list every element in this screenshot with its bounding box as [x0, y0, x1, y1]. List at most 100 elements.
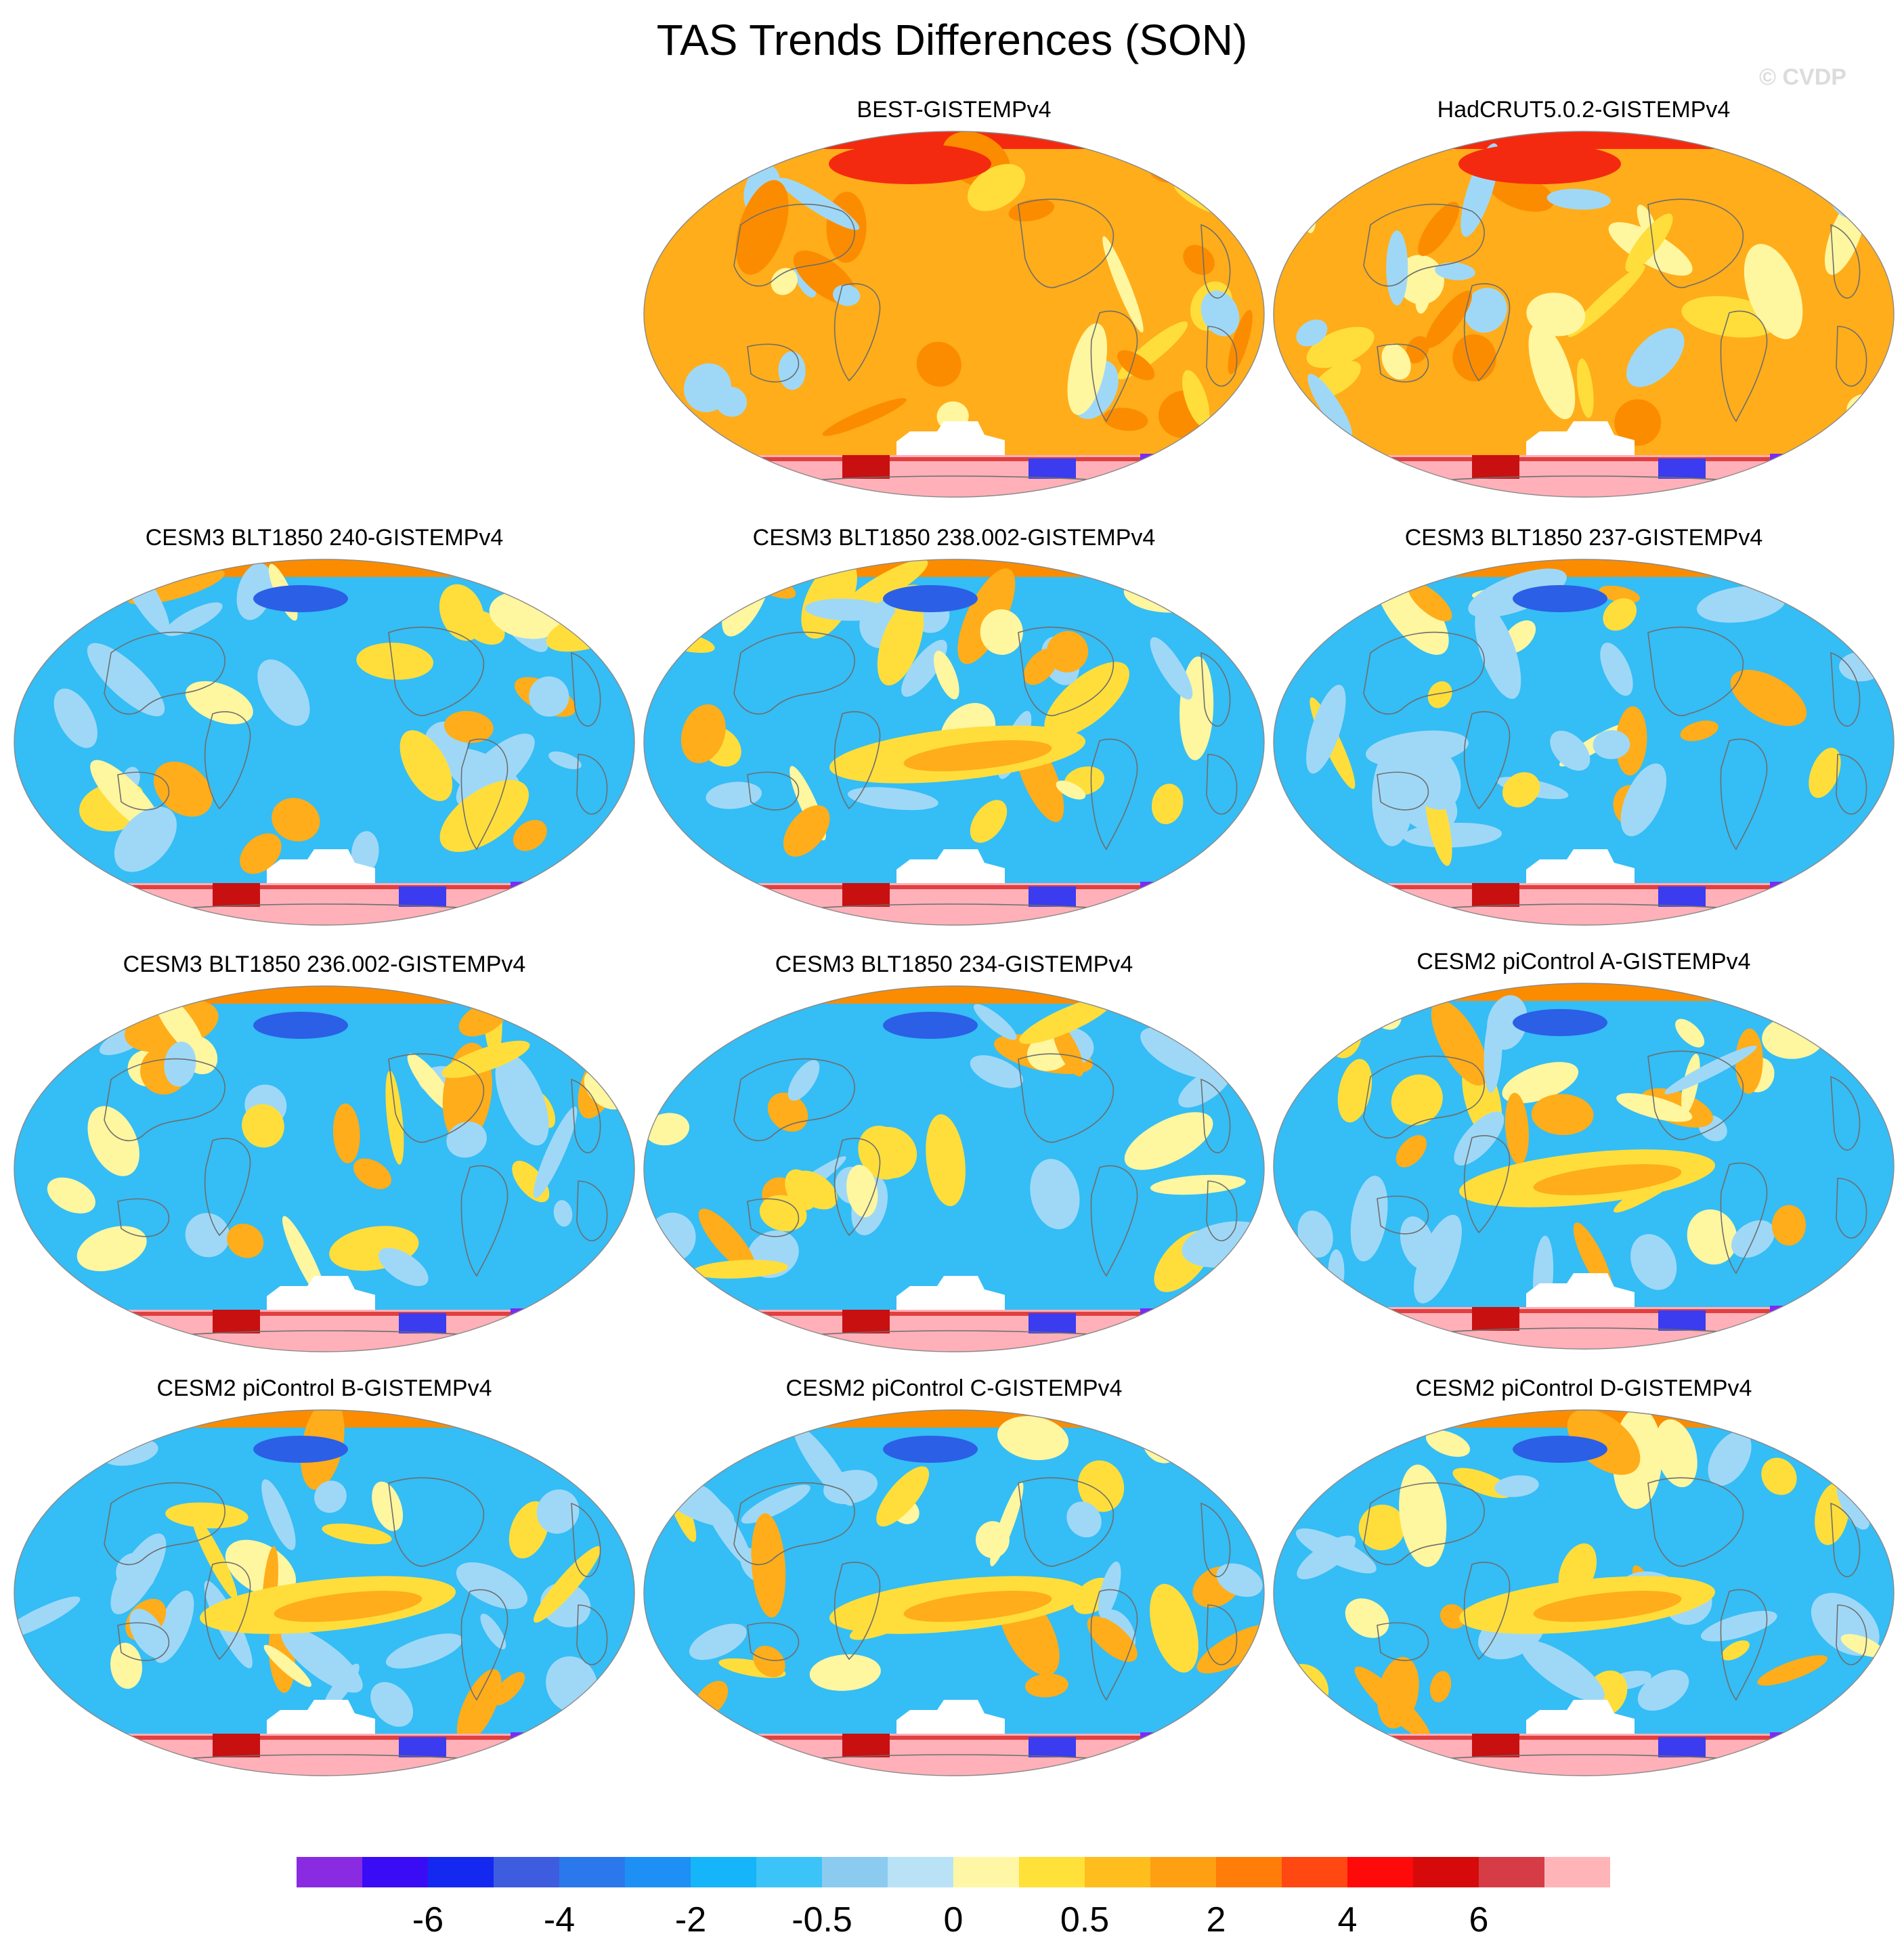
anomaly-patch [1700, 1610, 1777, 1642]
continent-outline [1363, 1482, 1485, 1566]
robinson-map [1273, 559, 1895, 926]
antarctic-warm-block [1472, 1307, 1519, 1331]
arctic-band [644, 1410, 1264, 1428]
anomaly-patch [1103, 408, 1148, 431]
antarctic-warm-block [842, 883, 890, 907]
continent-outline [576, 754, 608, 815]
anomaly-patch [1415, 282, 1431, 314]
map-panel: CESM2 piControl C-GISTEMPv4 [639, 1373, 1269, 1780]
anomaly-patch [1708, 1431, 1752, 1486]
map-panel: CESM3 BLT1850 237-GISTEMPv4 [1269, 523, 1899, 929]
anomaly-patch [1067, 323, 1108, 415]
antarctic-cold-block [1658, 1310, 1706, 1331]
continent-outline [571, 1502, 601, 1577]
anomaly-patch [1044, 662, 1129, 737]
anomaly-patch [663, 146, 705, 209]
continent-outline [204, 1138, 251, 1237]
panel-title: CESM2 piControl A-GISTEMPv4 [1416, 949, 1751, 975]
continent-outline [117, 1622, 170, 1661]
antarctic-cold-block [1029, 1313, 1076, 1333]
map-border [1273, 1409, 1895, 1776]
robinson-map [14, 985, 635, 1352]
colorbar-tick-label: -4 [544, 1900, 575, 1940]
anomaly-patch [1425, 291, 1473, 348]
anomaly-patch [1464, 288, 1507, 333]
continent-outline [204, 711, 251, 810]
anomaly-patch [495, 1052, 549, 1146]
panel-title: CESM3 BLT1850 237-GISTEMPv4 [1404, 525, 1763, 551]
antarctic-band [644, 1734, 1264, 1776]
anomaly-patch [1216, 1563, 1263, 1598]
continent-outline [834, 1562, 881, 1661]
antarctic-band [644, 1310, 1264, 1352]
continent-outline [747, 771, 800, 811]
missing-data-mask [1167, 442, 1264, 459]
anomaly-patch [1567, 265, 1645, 337]
enso-tongue-core [903, 1591, 1052, 1622]
anomaly-patch [443, 710, 494, 744]
anomaly-patch [751, 1513, 786, 1618]
colorbar-tick-label: -0.5 [792, 1900, 852, 1940]
continent-outline [1830, 1075, 1861, 1151]
antarctic-cold-block [1770, 1732, 1800, 1749]
anomaly-patch [1150, 1583, 1198, 1673]
arctic-band [14, 559, 634, 577]
arctic-cold-patch [1513, 1436, 1607, 1463]
anomaly-patch [263, 1644, 311, 1687]
continent-outline [117, 771, 170, 811]
colorbar-tick-label: 2 [1207, 1900, 1226, 1940]
anomaly-patch [1675, 1019, 1705, 1048]
anomaly-patch [1123, 570, 1217, 613]
continent-outline [1836, 754, 1867, 815]
anomaly-patch [1052, 1023, 1084, 1077]
continent-outline [460, 738, 509, 851]
continent-outline [1090, 310, 1138, 423]
coastlines [1363, 1050, 1867, 1275]
anomaly-patch [876, 1466, 930, 1526]
anomaly-patch [699, 1486, 752, 1567]
continent-outline [1363, 203, 1485, 287]
map-field [14, 559, 634, 925]
colorbar-tick-label: 6 [1469, 1900, 1489, 1940]
anomaly-patch [1102, 236, 1144, 333]
anomaly-patch [684, 363, 731, 412]
anomaly-patch [1440, 1604, 1466, 1629]
anomaly-patch [1354, 1666, 1431, 1740]
continent-outline [571, 651, 601, 727]
enso-tongue-core [274, 1591, 423, 1622]
anomaly-patch [706, 782, 762, 809]
continent-outline [1206, 754, 1238, 815]
missing-data-mask [896, 1276, 1005, 1310]
anomaly-patch [926, 1114, 966, 1207]
colorbar-tick-label: 0 [944, 1900, 964, 1940]
antarctic-band [1274, 1734, 1894, 1776]
antarctic-cold-block [511, 1308, 541, 1325]
panel-title: CESM3 BLT1850 236.002-GISTEMPv4 [123, 951, 526, 977]
anomaly-patch [1603, 598, 1637, 631]
missing-data-mask [1797, 442, 1894, 459]
panel-title: HadCRUT5.0.2-GISTEMPv4 [1437, 97, 1731, 123]
map-field [644, 1410, 1264, 1776]
arctic-warm-patch [1458, 144, 1621, 184]
anomaly-patch [1402, 822, 1502, 848]
anomaly-patch [1150, 637, 1193, 700]
panel-title: CESM2 piControl C-GISTEMPv4 [785, 1375, 1123, 1401]
anomaly-patch [1614, 399, 1662, 446]
map-border [643, 559, 1265, 926]
continent-outline [1647, 198, 1744, 288]
continent-outline [1200, 223, 1231, 299]
anomaly-patch [698, 1208, 756, 1273]
colorbar-box [559, 1857, 625, 1887]
coastlines [104, 1053, 608, 1277]
colorbar-box [756, 1857, 822, 1887]
continent-outline [834, 711, 881, 810]
anomaly-patch [753, 1646, 785, 1677]
continent-outline [388, 1477, 485, 1567]
robinson-map [14, 559, 635, 926]
continent-outline [1463, 711, 1511, 810]
panel-title: CESM3 BLT1850 234-GISTEMPv4 [775, 951, 1133, 977]
colorbar-box [1216, 1857, 1282, 1887]
anomaly-patch [975, 1521, 1010, 1558]
anomaly-patch [332, 1103, 360, 1163]
anomaly-patch [1307, 373, 1353, 439]
